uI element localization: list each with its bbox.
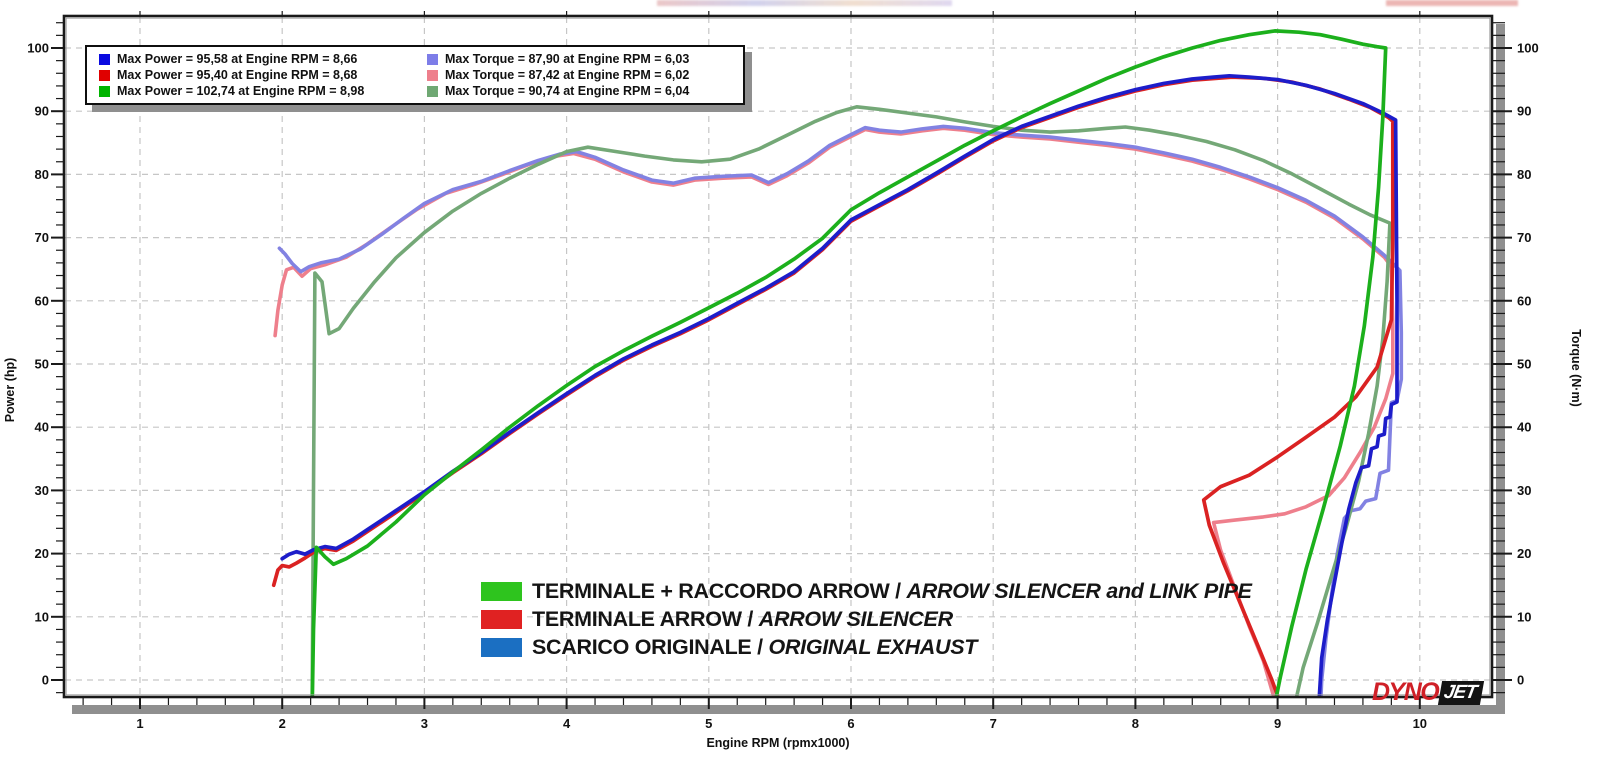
legend-item: Max Torque = 87,42 at Engine RPM = 6,02: [427, 68, 735, 83]
swatch-blue: [481, 637, 522, 657]
svg-text:100: 100: [1517, 41, 1539, 56]
svg-text:80: 80: [1517, 167, 1531, 182]
legend-item: Max Power = 95,40 at Engine RPM = 8,68: [99, 68, 427, 83]
legend-swatch-power-arrow: [99, 69, 110, 81]
legend-item: Max Torque = 87,90 at Engine RPM = 6,03: [427, 52, 735, 67]
svg-text:1: 1: [136, 716, 143, 731]
legend-label: Max Power = 95,40 at Engine RPM = 8,68: [117, 67, 358, 82]
svg-text:6: 6: [847, 716, 854, 731]
svg-text:50: 50: [1517, 357, 1531, 372]
cropped-text-artifact-center: [657, 0, 952, 6]
svg-text:0: 0: [1517, 673, 1524, 688]
svg-text:90: 90: [35, 104, 49, 119]
svg-text:10: 10: [35, 609, 49, 624]
swatch-green: [481, 581, 522, 601]
svg-text:2: 2: [279, 716, 286, 731]
svg-text:50: 50: [35, 357, 49, 372]
legend-text: SCARICO ORIGINALE / ORIGINAL EXHAUST: [532, 635, 977, 660]
legend-swatch-torque-arrow: [427, 69, 438, 81]
cropped-text-artifact-right: [1386, 0, 1518, 6]
svg-text:20: 20: [1517, 546, 1531, 561]
legend-swatch-power-original: [99, 53, 110, 65]
legend-label: Max Torque = 87,90 at Engine RPM = 6,03: [445, 51, 690, 66]
legend-text-italic: ARROW SILENCER: [758, 606, 953, 631]
svg-text:90: 90: [1517, 104, 1531, 119]
legend-label: Max Power = 102,74 at Engine RPM = 8,98: [117, 83, 365, 98]
legend-item: Max Torque = 90,74 at Engine RPM = 6,04: [427, 84, 735, 99]
legend-label: Max Torque = 87,42 at Engine RPM = 6,02: [445, 67, 690, 82]
legend-item: Max Power = 95,58 at Engine RPM = 8,66: [99, 52, 427, 67]
dynojet-logo-dyno: DYNO: [1372, 678, 1440, 706]
x-axis-title: Engine RPM (rpmx1000): [706, 736, 849, 750]
dynojet-logo: DYNO JET: [1372, 678, 1485, 706]
svg-text:70: 70: [1517, 230, 1531, 245]
legend-text: TERMINALE ARROW / ARROW SILENCER: [532, 607, 953, 632]
svg-text:30: 30: [1517, 483, 1531, 498]
legend-text-italic: ARROW SILENCER and LINK PIPE: [906, 578, 1252, 603]
legend-text: TERMINALE + RACCORDO ARROW / ARROW SILEN…: [532, 579, 1252, 604]
legend-row-arrow-link-pipe: TERMINALE + RACCORDO ARROW / ARROW SILEN…: [481, 579, 1252, 604]
max-values-legend: Max Power = 95,58 at Engine RPM = 8,66 M…: [85, 45, 745, 105]
exhaust-config-legend: TERMINALE + RACCORDO ARROW / ARROW SILEN…: [481, 579, 1252, 665]
legend-swatch-torque-original: [427, 53, 438, 65]
svg-text:70: 70: [35, 230, 49, 245]
legend-text-italic: ORIGINAL EXHAUST: [768, 634, 978, 659]
legend-label: Max Power = 95,58 at Engine RPM = 8,66: [117, 51, 358, 66]
legend-row-original-exhaust: SCARICO ORIGINALE / ORIGINAL EXHAUST: [481, 635, 1252, 660]
svg-text:4: 4: [563, 716, 571, 731]
legend-text-main: TERMINALE + RACCORDO ARROW /: [532, 578, 901, 603]
svg-text:40: 40: [1517, 420, 1531, 435]
legend-text-main: TERMINALE ARROW /: [532, 606, 754, 631]
legend-text-main: SCARICO ORIGINALE /: [532, 634, 763, 659]
y-axis-title-left: Power (hp): [3, 358, 17, 423]
swatch-red: [481, 609, 522, 629]
svg-text:40: 40: [35, 420, 49, 435]
svg-text:60: 60: [35, 293, 49, 308]
svg-text:10: 10: [1517, 609, 1531, 624]
y-axis-title-right: Torque (N·m): [1569, 329, 1583, 407]
svg-text:0: 0: [42, 673, 49, 688]
svg-text:7: 7: [990, 716, 997, 731]
svg-text:80: 80: [35, 167, 49, 182]
svg-text:60: 60: [1517, 293, 1531, 308]
svg-text:8: 8: [1132, 716, 1139, 731]
legend-label: Max Torque = 90,74 at Engine RPM = 6,04: [445, 83, 690, 98]
legend-swatch-power-arrow-link: [99, 85, 110, 97]
legend-row-arrow-silencer: TERMINALE ARROW / ARROW SILENCER: [481, 607, 1252, 632]
legend-swatch-torque-arrow-link: [427, 85, 438, 97]
legend-item: Max Power = 102,74 at Engine RPM = 8,98: [99, 84, 427, 99]
svg-text:10: 10: [1413, 716, 1427, 731]
svg-text:30: 30: [35, 483, 49, 498]
svg-text:3: 3: [421, 716, 428, 731]
svg-text:100: 100: [27, 41, 49, 56]
svg-text:20: 20: [35, 546, 49, 561]
dynojet-logo-jet: JET: [1438, 680, 1485, 705]
svg-text:9: 9: [1274, 716, 1281, 731]
svg-text:5: 5: [705, 716, 712, 731]
